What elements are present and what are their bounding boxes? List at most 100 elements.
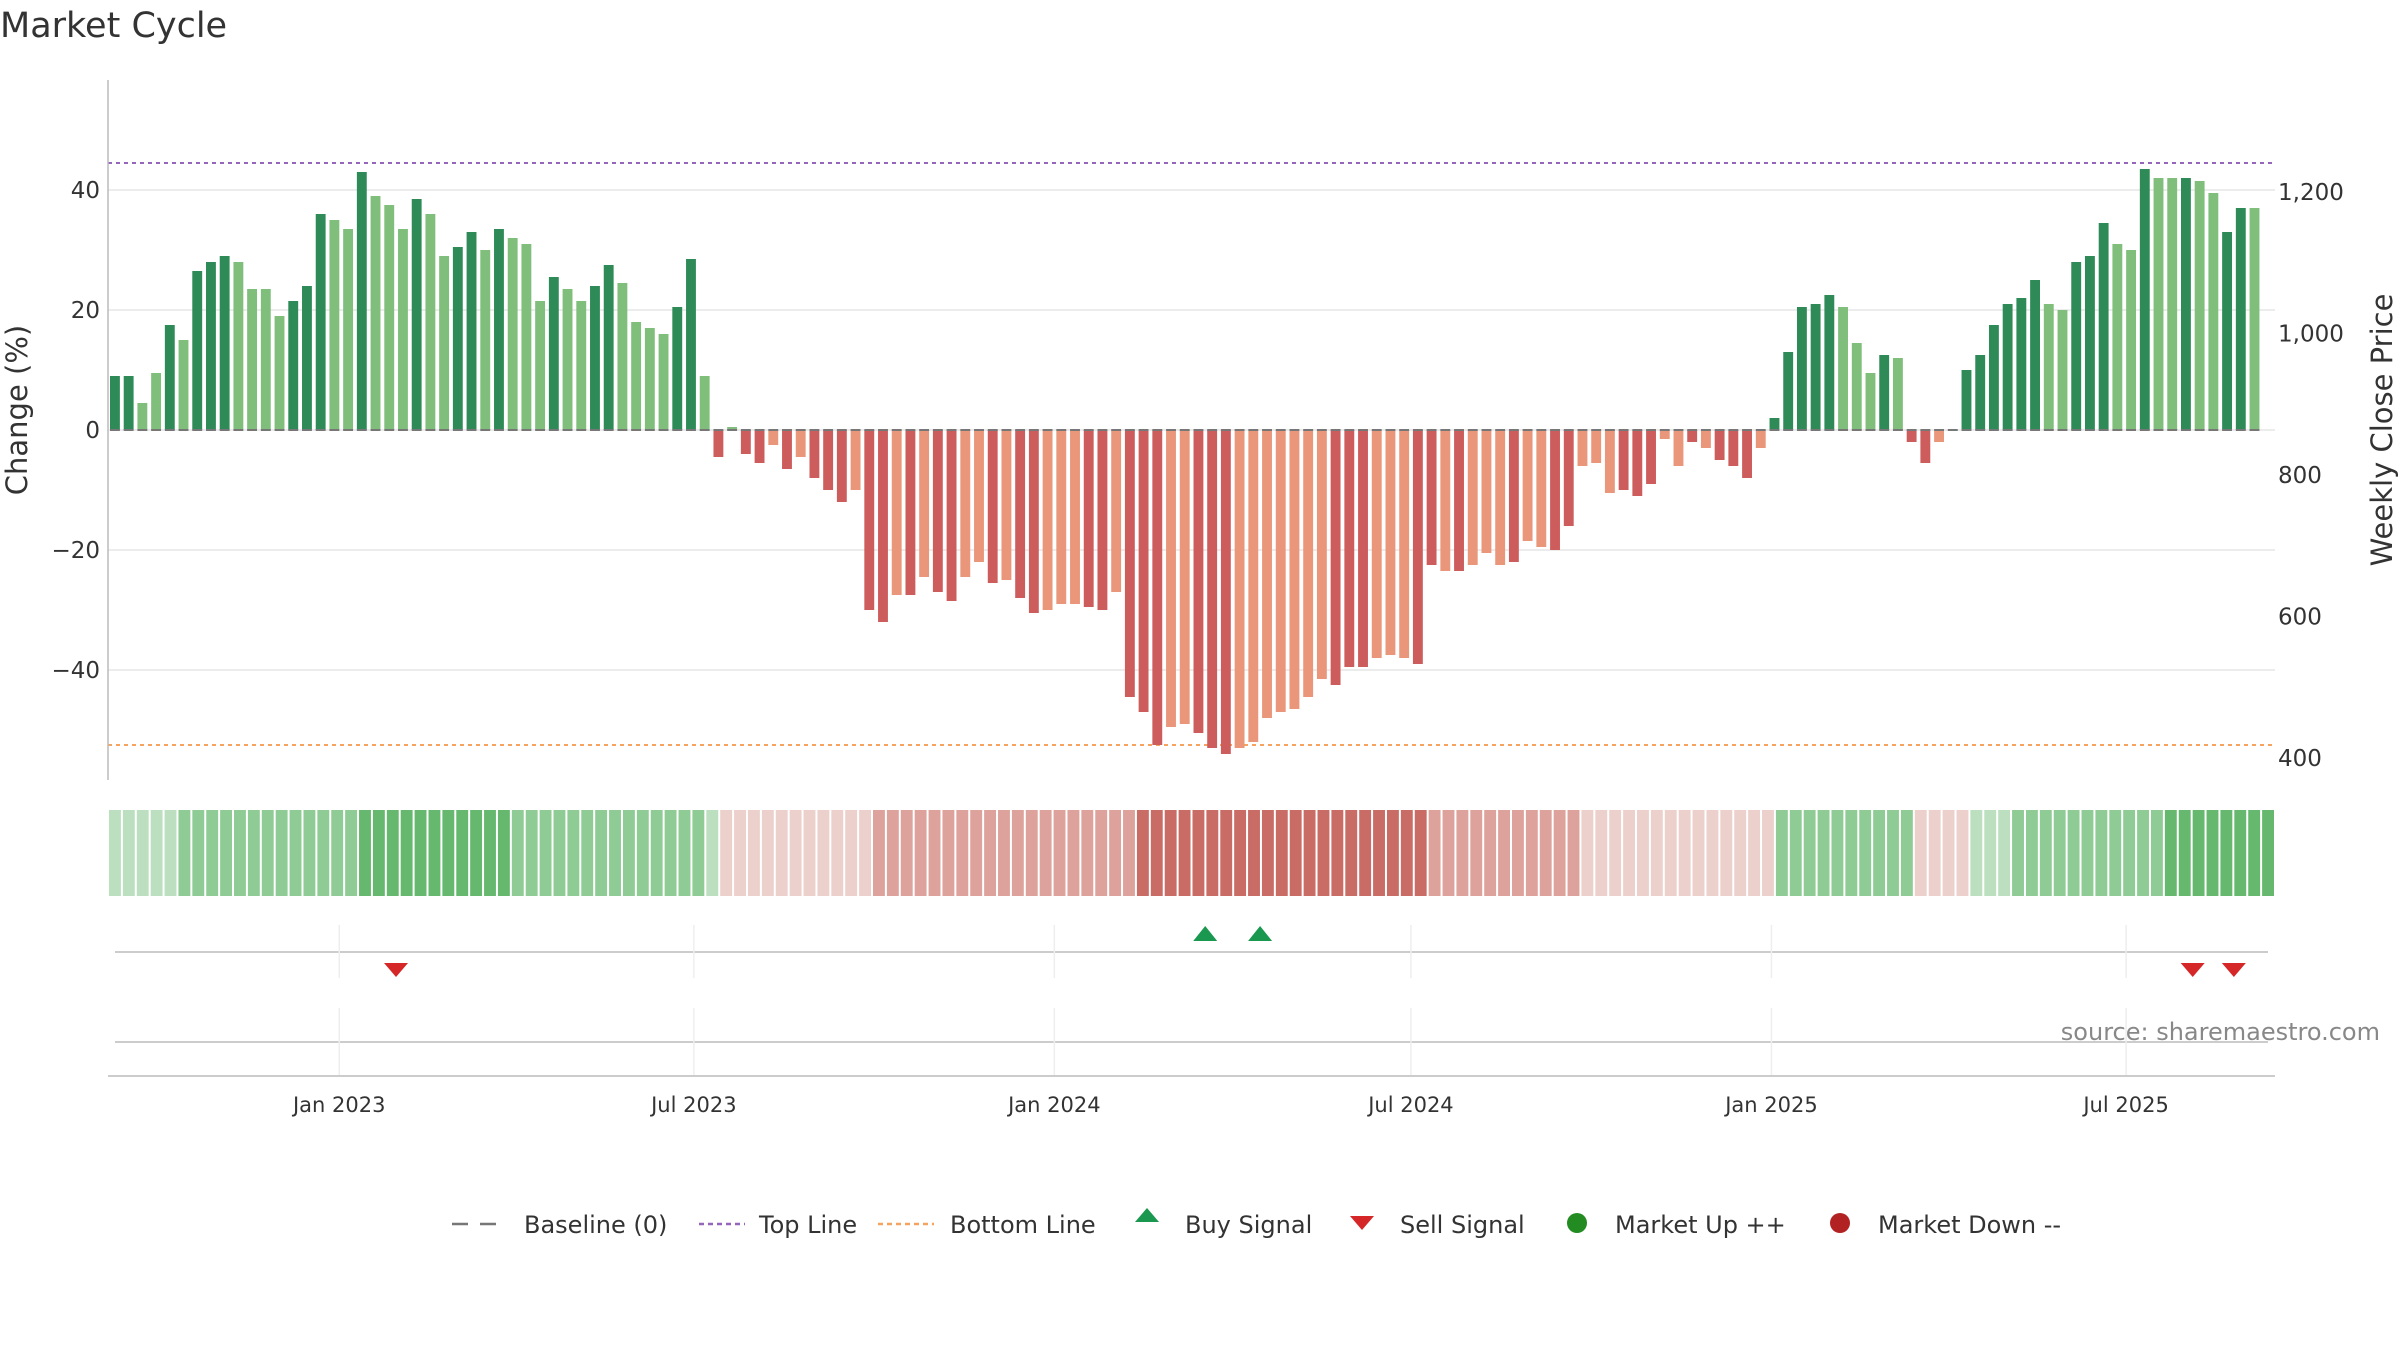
legend-item-buy[interactable]: Buy Signal [1135,1208,1312,1239]
strip-cell [2039,810,2052,896]
bar [411,199,422,430]
legend-item-bottom[interactable]: Bottom Line [878,1211,1096,1239]
strip-cell [817,810,830,896]
bar [507,238,518,430]
bar [960,430,971,577]
legend-item-baseline[interactable]: Baseline (0) [452,1211,667,1239]
strip-cell [942,810,955,896]
strip-cell [1248,810,1260,896]
bar [644,328,655,430]
bar [1550,430,1560,550]
legend-item-down[interactable]: Market Down -- [1830,1211,2061,1239]
bar [809,430,820,478]
bar [1934,430,1944,442]
strip-cell [914,810,927,896]
strip-cell [1984,810,1997,896]
strip-cell [734,810,746,896]
bar [192,271,203,430]
legend-label-down: Market Down -- [1878,1211,2061,1239]
reference-lines [108,162,2275,746]
strip-cell [2164,810,2177,896]
strip-cell [372,810,385,896]
bar [2139,169,2150,430]
bar [1618,430,1629,490]
bar [1015,430,1026,598]
bar [219,256,230,430]
bar [356,172,367,430]
strip-cell [331,810,344,896]
strip-cell [2123,810,2136,896]
strip-cell [1511,810,1524,896]
bar [2153,178,2164,430]
bar [1481,430,1492,553]
bar [247,289,258,430]
legend-label-bottom: Bottom Line [950,1211,1096,1239]
strip-cell [928,810,941,896]
strip-cell [1289,810,1302,896]
strip-cell [2220,810,2233,896]
strip-cell [1109,810,1122,896]
bar [123,376,134,430]
strip-cell [595,810,608,896]
bar [480,250,491,430]
legend-item-top[interactable]: Top Line [699,1211,857,1239]
strip-cell [1414,810,1427,896]
bar [2167,178,2178,430]
strip-cell [386,810,399,896]
strip-cell [2081,810,2094,896]
x-tick-label: Jul 2025 [2081,1093,2168,1117]
bar [768,430,779,445]
strip-cell [581,810,594,896]
bar [466,232,477,430]
x-tick-label: Jan 2025 [1723,1093,1818,1117]
bar [2016,298,2027,430]
legend-label-baseline: Baseline (0) [524,1211,667,1239]
strip-cell [720,810,733,896]
strip-cell [2178,810,2191,896]
strip-cell [2025,810,2038,896]
strip-cell [456,810,469,896]
bar [2071,262,2082,430]
strip-cell [122,810,135,896]
y2-tick-label: 1,000 [2278,322,2344,348]
bar [740,430,751,454]
strip-cell [2012,810,2024,896]
bar [1988,325,1999,430]
strip-cell [664,810,677,896]
bar [590,286,600,430]
bar [795,430,806,457]
bar [1289,430,1300,709]
legend-item-sell[interactable]: Sell Signal [1350,1211,1525,1239]
y-tick-label: −20 [51,538,100,564]
bar [1536,430,1547,547]
strip-cell [2095,810,2108,896]
bar [727,427,738,430]
bar [425,214,436,430]
bar [398,229,408,430]
source-note: source: sharemaestro.com [2061,1018,2380,1046]
legend-item-up[interactable]: Market Up ++ [1567,1211,1786,1239]
bar [1358,430,1368,667]
bar [699,376,710,430]
bar [1591,430,1602,463]
bar [1454,430,1464,571]
strip-cell [803,810,816,896]
strip-cell [1095,810,1108,896]
buy-signal-marker [1248,926,1273,941]
strip-cell [1623,810,1636,896]
color-strip [109,810,2274,896]
bar [1673,430,1684,466]
bar [754,430,765,463]
strip-cell [1373,810,1385,896]
strip-cell [1150,810,1163,896]
strip-cell [1275,810,1288,896]
strip-cell [1303,810,1316,896]
bar [1371,430,1382,658]
bar [562,289,573,430]
bar [1138,430,1149,712]
legend[interactable]: Baseline (0) Top Line Bottom Line Buy Signa… [452,1208,2061,1239]
sell-signal-marker [2221,963,2246,977]
bar [233,262,244,430]
bar [919,430,930,577]
bar [1742,430,1752,478]
